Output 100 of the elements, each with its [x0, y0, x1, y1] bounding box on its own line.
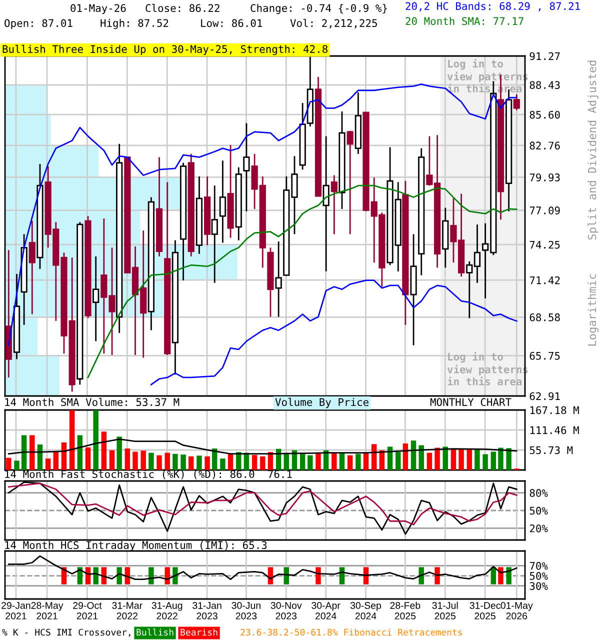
y-tick-label: 30% — [530, 582, 548, 590]
bar — [506, 448, 512, 470]
chart-title: 14 Month HCS Intraday Momentum (IMI): 65.3 — [5, 540, 267, 552]
line-series — [8, 555, 518, 580]
bar — [220, 458, 226, 470]
text: 01-May-26 — [70, 4, 126, 14]
x-tick-label: 28-Feb 2025 — [390, 602, 420, 620]
y-tick-label: 167.18 M — [530, 406, 579, 414]
bar — [156, 455, 162, 470]
y-tick-label: 85.60 — [530, 110, 560, 119]
bar — [188, 456, 194, 470]
bar — [77, 435, 83, 470]
bar — [482, 454, 488, 470]
y-tick-label: 82.76 — [530, 142, 560, 150]
y-tick-label: 65.75 — [530, 352, 560, 360]
bar — [228, 454, 234, 470]
bar — [85, 447, 91, 470]
bar — [316, 453, 321, 470]
bar — [339, 453, 345, 470]
candlestick — [28, 220, 36, 315]
bar — [69, 410, 75, 470]
text: Low: 86.01 — [201, 19, 262, 28]
candlestick — [330, 174, 338, 235]
y-tick-label: 71.42 — [530, 276, 560, 284]
y-tick-label: 88.43 — [530, 81, 560, 90]
text: Bullish — [136, 628, 174, 636]
text: 23.6-38.2-50-61.8% Fibonacci Retracements — [240, 628, 462, 636]
x-tick-label: 31-Jul 2025 — [432, 602, 458, 620]
text: MONTHLY CHART — [430, 398, 512, 406]
bar — [196, 456, 202, 470]
x-tick-label: 31-Jan 2023 — [192, 602, 222, 620]
bar — [426, 452, 432, 470]
text: % K - HCS IMI Crossover, — [2, 628, 130, 637]
bar — [442, 446, 448, 470]
bar — [372, 444, 377, 470]
chart-title: 14 Month SMA Volume: 53.37 M — [5, 398, 180, 406]
bar — [387, 446, 393, 470]
bar — [164, 452, 170, 470]
bar — [37, 444, 43, 470]
chart-title: Bullish Three Inside Up on 30-May-25, Strength: 42.8 — [2, 44, 328, 56]
candlestick — [346, 130, 354, 235]
bar — [308, 455, 313, 470]
y-tick-label: 79.93 — [530, 173, 560, 182]
bar — [14, 460, 20, 470]
x-tick-label: 29-Jan 2021 — [2, 602, 30, 620]
y-tick-label: 70% — [530, 562, 548, 570]
candlestick — [275, 240, 282, 318]
x-tick-label: 30-Nov 2023 — [270, 602, 302, 620]
bar — [418, 445, 424, 470]
x-tick-label: 31-Mar 2022 — [112, 602, 142, 620]
bar — [61, 442, 67, 470]
bar — [180, 454, 186, 470]
bar — [458, 448, 464, 470]
bar — [124, 448, 130, 470]
text: 20,2 HC Bands: 68.29 , 87.21 — [406, 2, 580, 12]
bar — [148, 452, 154, 470]
x-tick-label: 01-May 2026 — [500, 602, 533, 620]
y-tick-label: 20% — [530, 524, 548, 532]
bar — [402, 443, 408, 470]
bar — [252, 454, 258, 470]
line-series — [8, 438, 518, 455]
text: Vol: 2,212,225 — [290, 18, 377, 28]
candlestick — [211, 184, 218, 284]
bar — [498, 448, 504, 470]
bar — [466, 448, 472, 470]
candlestick — [243, 122, 250, 212]
bar — [93, 410, 98, 470]
bar — [396, 452, 401, 470]
y-tick-label: 91.27 — [530, 52, 560, 60]
y-tick-label: 80% — [530, 489, 548, 497]
x-tick-label: 28-May 2021 — [31, 602, 64, 620]
y-tick-label: 50% — [530, 506, 548, 515]
bar — [204, 456, 210, 470]
bar — [6, 458, 12, 470]
x-tick-label: 31-Aug 2022 — [152, 602, 182, 620]
bar — [21, 435, 27, 470]
bar — [332, 453, 337, 470]
text: Close: 86.22 — [146, 4, 220, 12]
candlestick — [92, 256, 100, 342]
candlestick — [513, 94, 520, 111]
y-tick-label: 74.25 — [530, 240, 560, 249]
y-tick-label: 55.73 M — [530, 446, 573, 454]
bar — [363, 453, 369, 470]
x-tick-label: 30-Sep 2024 — [350, 602, 382, 620]
bar — [140, 450, 146, 470]
text: Change: -0.74 {-0.9 %} — [250, 4, 387, 14]
bar — [450, 448, 456, 470]
x-tick-label: 30-Jun 2023 — [232, 602, 260, 620]
bar — [30, 435, 35, 470]
y-tick-label: 50% — [530, 572, 548, 580]
y-tick-label: 77.09 — [530, 206, 560, 214]
text: Open: 87.01 — [4, 19, 72, 30]
y-tick-label: 68.58 — [530, 313, 560, 322]
bar — [101, 432, 107, 470]
bar — [132, 452, 138, 470]
candlestick — [219, 160, 226, 244]
bar — [356, 454, 361, 470]
text: Volume By Price — [275, 398, 368, 408]
text: Logarithmic — [588, 274, 598, 346]
text: Bearish — [180, 628, 218, 636]
